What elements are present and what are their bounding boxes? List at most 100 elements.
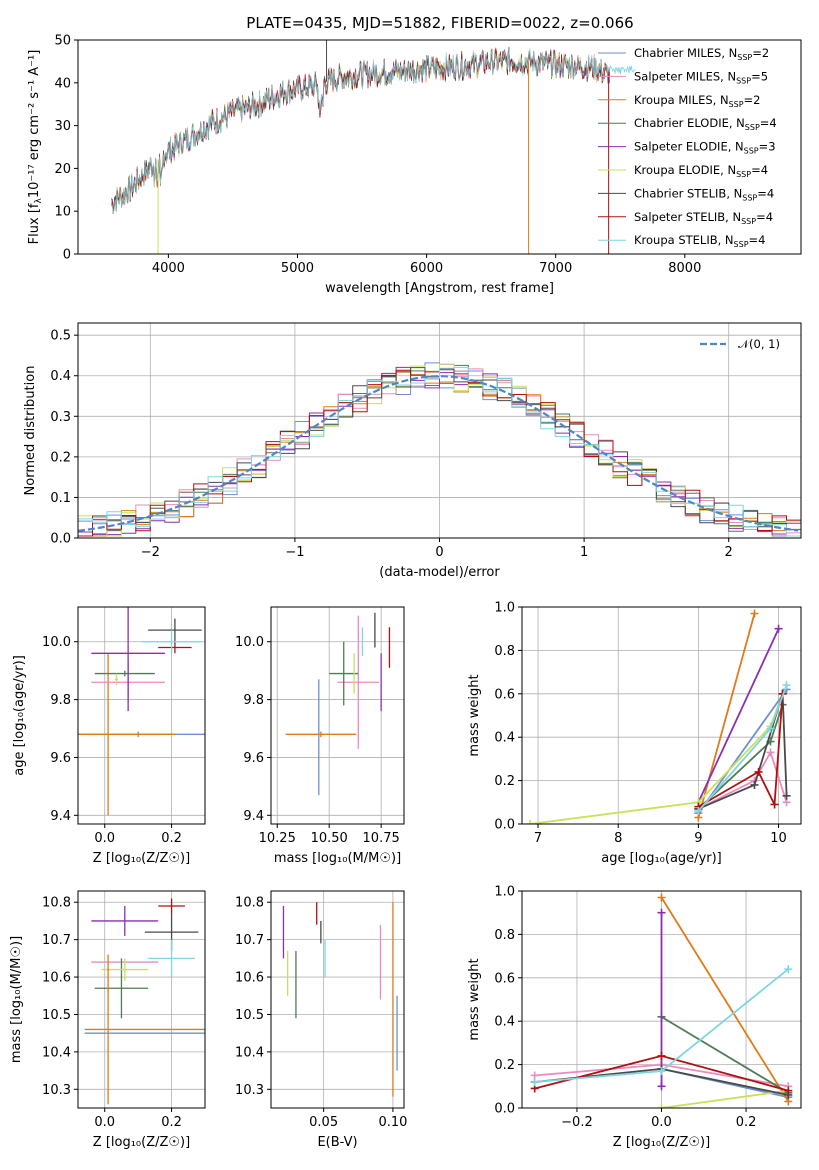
x-axis-label: Z [log₁₀(Z/Z☉)]	[613, 1135, 710, 1150]
age_vs_mass-plot-area	[285, 612, 391, 796]
y-tick-label: 0.3	[50, 410, 71, 425]
x-axis-label: age [log₁₀(age/yr)]	[601, 851, 722, 866]
y-tick-label: 10.6	[235, 971, 264, 986]
legend-text: Salpeter MILES, N	[634, 69, 736, 83]
y-tick-label: 10.0	[42, 635, 71, 650]
x-tick-label: 0	[435, 545, 443, 560]
y-tick-label: 10.4	[235, 1045, 264, 1060]
legend-text: Chabrier MILES, N	[634, 46, 737, 60]
mass_vs_ebv-axes: 0.05 0.10 10.3 10.4 10.5 10.6 10.7 10.8 E(B-V)	[235, 890, 407, 1150]
salpeter_stelib-weight-marker	[657, 1051, 666, 1060]
x-tick-label: −1	[285, 545, 304, 560]
x-tick-label: 6000	[410, 261, 443, 276]
y-axis-label: age [log₁₀(age/yr)]	[12, 655, 27, 776]
massweight_vs_Z-axes: −0.2 0.0 0.2 0.0 0.2 0.4 0.6 0.8 1.0 Z [log₁₀(Z/Z…	[467, 885, 802, 1150]
kroupa_miles-spectrum-line	[111, 47, 611, 209]
y-tick-label: 10.0	[235, 635, 264, 650]
legend-text: Salpeter STELIB, N	[634, 210, 741, 224]
y-tick-label: 9.6	[50, 751, 71, 766]
kroupa_stelib-histogram	[78, 366, 801, 537]
kroupa_miles-weight-line	[660, 897, 790, 1102]
mass_vs_Z-plot-area	[84, 898, 205, 1105]
salpeter_elodie-legend-label: Salpeter ELODIE, NSSP=3	[634, 140, 776, 156]
x-tick-label: 0.05	[309, 1115, 338, 1130]
y-tick-label: 9.4	[50, 809, 71, 824]
x-tick-label: 8000	[668, 261, 701, 276]
salpeter_miles-weight-line	[697, 750, 788, 810]
legend-text: Kroupa STELIB, N	[634, 233, 734, 247]
salpeter_stelib-weight-marker	[754, 767, 763, 776]
axes-frame	[270, 606, 405, 825]
axes-frame	[77, 39, 802, 255]
salpeter_elodie-histogram	[78, 366, 801, 536]
legend-text: Chabrier ELODIE, N	[634, 116, 745, 130]
kroupa_stelib-weight-marker	[784, 965, 793, 974]
y-axis-label: mass [log₁₀(M/M☉)]	[9, 936, 24, 1063]
x-tick-label: 0.2	[161, 831, 182, 846]
x-tick-label: 0.10	[378, 1115, 407, 1130]
y-tick-label: 0.0	[494, 818, 515, 833]
chabrier_elodie-legend-label: Chabrier ELODIE, NSSP=4	[634, 116, 777, 132]
x-tick-label: 5000	[281, 261, 314, 276]
y-tick-label: 20	[54, 162, 71, 177]
residuals-plot-area	[78, 362, 801, 537]
kroupa_stelib-weight-line	[697, 684, 788, 812]
axes-frame	[77, 322, 802, 539]
kroupa_stelib-weight-marker	[530, 1077, 539, 1086]
chabrier_elodie-weight-line	[661, 1016, 789, 1094]
kroupa_miles-legend-label: Kroupa MILES, NSSP=2	[634, 93, 760, 109]
legend-text: =4	[749, 233, 766, 247]
spectrum-tail	[606, 64, 636, 75]
legend-text: =4	[756, 210, 773, 224]
salpeter_stelib-weight-marker	[784, 1086, 793, 1095]
chabrier_miles-legend-label: Chabrier MILES, NSSP=2	[634, 46, 769, 62]
kroupa_miles-weight-line	[697, 613, 756, 818]
y-label-part: 10⁻¹⁷ erg cm⁻² s⁻¹ A⁻¹]	[27, 50, 42, 199]
legend-text: Salpeter ELODIE, N	[634, 140, 744, 154]
x-axis-label: Z [log₁₀(Z/Z☉)]	[93, 1135, 190, 1150]
legend-sub: SSP	[741, 217, 756, 226]
legend-sub: SSP	[734, 240, 749, 249]
x-tick-label: 10	[770, 831, 787, 846]
y-tick-label: 0	[63, 248, 71, 263]
y-tick-label: 10.5	[235, 1008, 264, 1023]
y-tick-label: 0.8	[494, 928, 515, 943]
y-tick-label: 0.0	[494, 1102, 515, 1117]
y-tick-label: 10	[54, 205, 71, 220]
y-axis-label: mass weight	[467, 958, 482, 1040]
legend-text: =3	[759, 140, 776, 154]
chabrier_miles-weight-line	[697, 688, 788, 814]
y-tick-label: 0.6	[494, 687, 515, 702]
y-axis-label: Flux [fλ10⁻¹⁷ erg cm⁻² s⁻¹ A⁻¹]	[27, 50, 44, 245]
kroupa_elodie-spectrum-line	[111, 49, 611, 211]
y-tick-label: 0.6	[494, 971, 515, 986]
age_vs_mass-axes: 10.25 10.50 10.75 9.4 9.6 9.8 10.0 mass [log₁₀(…	[235, 606, 405, 866]
chart-title: PLATE=0435, MJD=51882, FIBERID=0022, z=0…	[246, 14, 633, 32]
age_vs_Z-plot-area	[78, 607, 205, 816]
y-tick-label: 50	[54, 34, 71, 49]
salpeter_stelib-legend-label: Salpeter STELIB, NSSP=4	[634, 210, 773, 226]
salpeter_elodie-weight-line	[697, 628, 780, 803]
x-axis-label: E(B-V)	[317, 1135, 357, 1150]
chabrier_stelib-weight-line	[698, 693, 788, 810]
y-tick-label: 10.3	[235, 1083, 264, 1098]
y-tick-label: 0.5	[50, 329, 71, 344]
salpeter_miles-weight-marker	[766, 748, 775, 757]
x-tick-label: 0.0	[651, 1115, 672, 1130]
x-tick-label: 0.2	[736, 1115, 757, 1130]
y-tick-label: 40	[54, 76, 71, 91]
y-tick-label: 0.4	[494, 1015, 515, 1030]
spectrum-plot-area	[111, 40, 636, 254]
x-tick-label: 10.75	[363, 831, 400, 846]
massweight_vs_age-plot-area	[526, 609, 791, 824]
kroupa_stelib-legend-label: Kroupa STELIB, NSSP=4	[634, 233, 765, 249]
kroupa_miles-weight-marker	[750, 609, 759, 618]
y-tick-label: 10.8	[235, 896, 264, 911]
y-tick-label: 10.7	[235, 933, 264, 948]
legend-text: =5	[751, 69, 768, 83]
kroupa_elodie-legend-label: Kroupa ELODIE, NSSP=4	[634, 163, 768, 179]
axes-frame	[521, 890, 802, 1109]
salpeter_elodie-weight-marker	[774, 624, 783, 633]
legend-text: =2	[744, 93, 761, 107]
